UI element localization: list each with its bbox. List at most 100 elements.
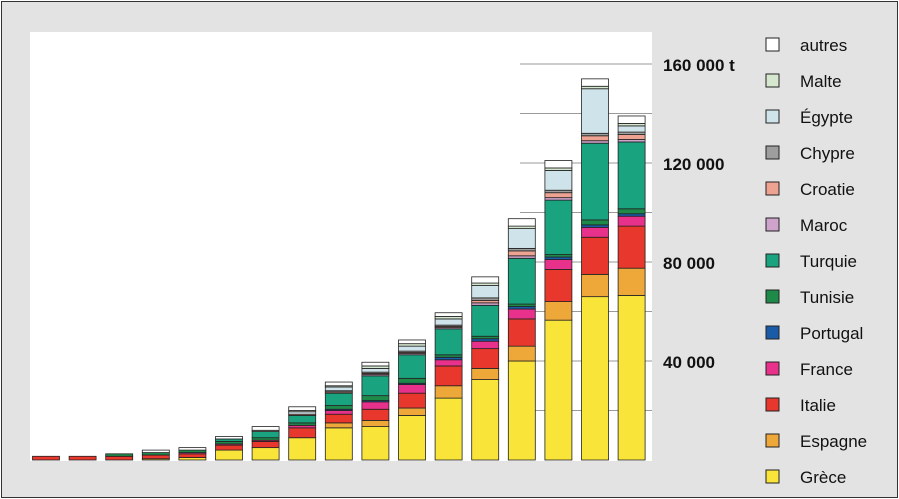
bar-12-segment-3 [434,359,463,367]
bar-16-segment-10 [581,88,609,134]
bar-10-segment-12 [361,361,390,367]
legend-swatch-10 [765,361,780,376]
bar-9-segment-3 [324,410,353,415]
bar-15-segment-6 [544,199,573,255]
bar-13-segment-12 [471,276,500,284]
legend-swatch-8 [765,289,780,304]
bar-12-segment-1 [434,385,463,399]
legend: autres Malte Égypte Chypre Croatie Maroc Turqu… [765,36,867,487]
bar-17-segment-3 [617,215,646,227]
bar-12-segment-2 [434,365,463,387]
bar-13-segment-1 [471,368,500,380]
legend-swatch-12 [765,433,780,448]
bar-9-segment-12 [324,381,353,387]
y-tick-label-2: 80 000 [663,254,715,273]
bar-15-segment-2 [544,269,573,302]
legend-label-12: Espagne [800,432,867,451]
bar-16-segment-1 [581,273,609,298]
legend-swatch-11 [765,397,780,412]
bar-9-segment-6 [324,392,353,406]
y-axis-ticks: 40 000 80 000 120 000 160 000 t [663,56,735,372]
bar-12-segment-6 [434,328,463,356]
bar-16-segment-8 [581,135,609,142]
bar-9-segment-2 [324,413,353,424]
bar-14-segment-10 [507,228,536,249]
legend-swatch-3 [765,109,780,124]
bar-14-segment-6 [507,257,536,305]
legend-label-3: Égypte [800,108,853,127]
bar-9-segment-5 [324,405,353,410]
bar-11-segment-10 [398,345,426,352]
bar-12-segment-0 [434,397,463,461]
bar-17-segment-6 [617,141,646,210]
legend-label-6: Maroc [800,216,848,235]
bar-17-segment-12 [617,115,646,124]
bar-11-segment-1 [398,407,426,416]
legend-swatch-1 [765,37,780,52]
bar-17-segment-2 [617,225,646,269]
bar-16-segment-0 [581,296,609,461]
y-tick-label-3: 120 000 [663,155,724,174]
bar-12-segment-12 [434,312,463,317]
bar-17-segment-0 [617,295,646,461]
bar-2-segment-2 [68,455,97,461]
bar-15-segment-12 [544,160,573,169]
y-tick-label-1: 40 000 [663,353,715,372]
bar-15-segment-8 [544,192,573,199]
bar-13-segment-6 [471,304,500,337]
bar-9-segment-10 [324,386,353,392]
legend-label-1: autres [800,36,847,55]
bar-3-segment-2 [105,455,134,461]
bar-16-segment-6 [581,142,609,221]
bar-7-segment-0 [251,447,280,461]
bar-6-segment-0 [215,449,243,461]
legend-swatch-5 [765,181,780,196]
bar-9-segment-0 [324,427,353,461]
bar-13-segment-2 [471,348,500,369]
legend-swatch-6 [765,217,780,232]
bar-15-segment-0 [544,319,573,461]
legend-label-8: Tunisie [800,288,854,307]
bar-10-segment-1 [361,419,390,427]
bar-5-segment-12 [178,447,207,451]
bar-4-segment-2 [141,454,170,460]
bar-1-segment-2 [32,455,60,461]
bar-15-segment-3 [544,259,573,270]
legend-label-9: Portugal [800,324,863,343]
bar-10-segment-6 [361,375,390,397]
bar-16-segment-2 [581,236,609,275]
bar-3-segment-5 [105,453,134,457]
bar-16-segment-5 [581,219,609,226]
bar-6-segment-2 [215,444,243,451]
legend-swatch-4 [765,145,780,160]
bar-7-segment-2 [251,441,280,449]
bar-10-segment-10 [361,368,390,373]
bar-14-segment-3 [507,308,536,320]
bar-11-segment-0 [398,415,426,461]
bar-10-segment-2 [361,408,390,421]
bar-16-segment-3 [581,226,609,238]
bar-17-segment-10 [617,125,646,133]
bar-14-segment-2 [507,318,536,347]
bar-11-segment-6 [398,354,426,379]
y-tick-label-4: 160 000 t [663,56,735,75]
bar-11-segment-3 [398,384,426,394]
bar-10-segment-3 [361,401,390,410]
bar-14-segment-1 [507,345,536,362]
legend-swatch-7 [765,253,780,268]
bar-10-segment-5 [361,395,390,401]
bar-7-segment-6 [251,431,280,439]
bar-8-segment-12 [288,406,317,411]
legend-label-13: Grèce [800,468,846,487]
bar-12-segment-10 [434,318,463,326]
bar-17-segment-1 [617,267,646,296]
legend-label-10: France [800,360,853,379]
bar-11-segment-5 [398,377,426,384]
bar-15-segment-10 [544,170,573,191]
legend-swatch-13 [765,469,780,484]
bar-10-segment-0 [361,426,390,461]
bar-16-segment-12 [581,78,609,87]
bar-4-segment-12 [141,449,170,453]
